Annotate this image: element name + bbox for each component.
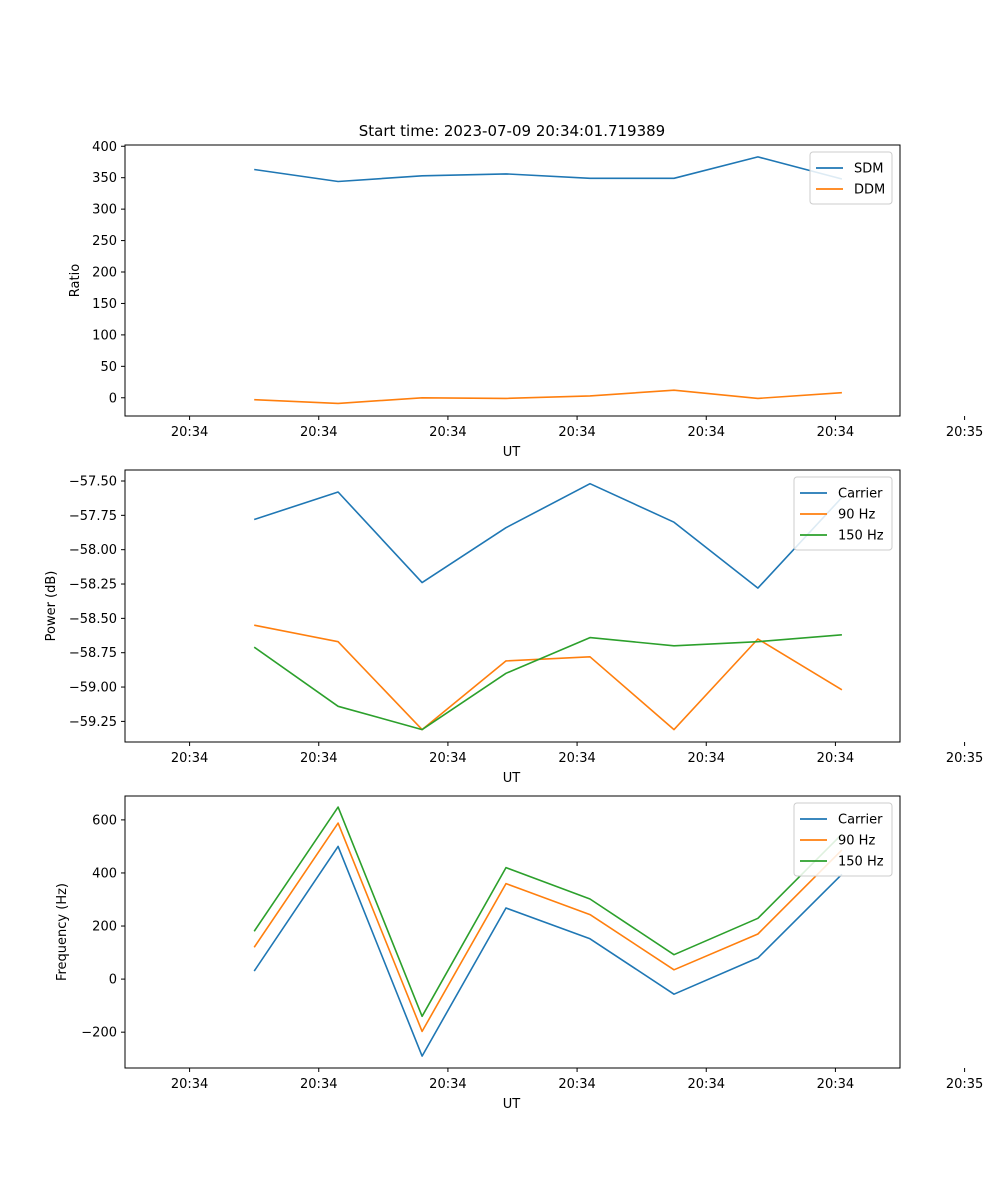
y-tick-label: 0: [109, 391, 117, 406]
y-tick-label: 600: [92, 813, 117, 828]
x-tick-label: 20:34: [558, 1077, 595, 1092]
y-tick-label: 150: [92, 297, 117, 312]
y-tick-label: −59.25: [69, 715, 117, 730]
panels: 20:34 20:34 20:34 20:34 20:34 20:34 20:35 0 50 10…: [44, 140, 983, 1112]
y-tick-label: −57.50: [69, 474, 117, 489]
x-axis-label: UT: [503, 445, 521, 460]
legend-label: 150 Hz: [838, 529, 884, 544]
legend-box: [793, 802, 893, 877]
legend-label: Carrier: [838, 487, 883, 502]
panel-power: 20:34 20:34 20:34 20:34 20:34 20:34 20:35 −59.2…: [44, 469, 983, 786]
y-tick-label: 250: [92, 234, 117, 249]
x-tick-label: 20:34: [300, 751, 337, 766]
x-tick-label: 20:34: [171, 1077, 208, 1092]
series-line-90-hz: [253, 822, 843, 1033]
panel-ratio: 20:34 20:34 20:34 20:34 20:34 20:34 20:35 0 50 10…: [68, 140, 983, 460]
y-tick-label: 0: [109, 973, 117, 988]
legend: SDM DDM: [809, 151, 893, 205]
x-tick-label: 20:34: [429, 1077, 466, 1092]
y-tick-label: 400: [92, 866, 117, 881]
x-tick-label: 20:34: [558, 751, 595, 766]
panel-frequency: 20:34 20:34 20:34 20:34 20:34 20:34 20:35 −200 0…: [55, 795, 983, 1112]
x-axis-label: UT: [503, 771, 521, 786]
legend: Carrier 90 Hz 150 Hz: [793, 476, 893, 551]
legend-label: DDM: [854, 183, 885, 198]
y-tick-label: 300: [92, 203, 117, 218]
y-tick-label: 200: [92, 920, 117, 935]
x-tick-label: 20:34: [817, 425, 854, 440]
legend-label: Carrier: [838, 813, 883, 828]
axes-frame: [124, 469, 901, 743]
axes-frame: [124, 144, 901, 417]
x-tick-label: 20:35: [946, 425, 983, 440]
x-tick-label: 20:34: [171, 751, 208, 766]
x-tick-label: 20:34: [817, 1077, 854, 1092]
x-tick-label: 20:34: [688, 425, 725, 440]
y-tick-label: −58.75: [69, 646, 117, 661]
y-tick-label: 200: [92, 266, 117, 281]
y-tick-label: 100: [92, 328, 117, 343]
legend-box: [793, 476, 893, 551]
x-tick-label: 20:34: [429, 425, 466, 440]
x-tick-label: 20:35: [946, 1077, 983, 1092]
y-axis-label: Ratio: [68, 264, 83, 297]
axes-frame: [124, 795, 901, 1069]
y-tick-label: −200: [81, 1026, 117, 1041]
legend-label: 150 Hz: [838, 855, 884, 870]
series-line-90-hz: [254, 624, 843, 731]
y-tick-label: −58.25: [69, 578, 117, 593]
x-tick-label: 20:34: [688, 1077, 725, 1092]
series-line-carrier: [253, 482, 843, 589]
series-line-150-hz: [253, 806, 843, 1018]
series-line-sdm: [254, 156, 843, 183]
legend-label: 90 Hz: [838, 508, 875, 523]
series-line-ddm: [254, 389, 842, 405]
x-tick-label: 20:34: [429, 751, 466, 766]
x-tick-label: 20:34: [300, 1077, 337, 1092]
x-tick-label: 20:34: [817, 751, 854, 766]
x-tick-label: 20:35: [946, 751, 983, 766]
y-tick-label: −59.00: [69, 681, 117, 696]
y-tick-label: −58.50: [69, 612, 117, 627]
x-tick-label: 20:34: [171, 425, 208, 440]
legend-label: 90 Hz: [838, 834, 875, 849]
y-tick-label: −58.00: [69, 543, 117, 558]
legend-label: SDM: [854, 162, 883, 177]
x-tick-label: 20:34: [300, 425, 337, 440]
legend-box: [809, 151, 893, 205]
series-line-150-hz: [253, 634, 842, 731]
y-tick-label: −57.75: [69, 509, 117, 524]
x-axis-label: UT: [503, 1097, 521, 1112]
x-tick-label: 20:34: [558, 425, 595, 440]
y-tick-label: 350: [92, 171, 117, 186]
figure-title: Start time: 2023-07-09 20:34:01.719389: [359, 122, 665, 140]
y-axis-label: Frequency (Hz): [55, 883, 70, 981]
x-tick-label: 20:34: [688, 751, 725, 766]
y-tick-label: 400: [92, 140, 117, 155]
y-axis-label: Power (dB): [44, 571, 59, 642]
legend: Carrier 90 Hz 150 Hz: [793, 802, 893, 877]
y-tick-label: 50: [100, 360, 117, 375]
series-line-carrier: [253, 845, 843, 1057]
